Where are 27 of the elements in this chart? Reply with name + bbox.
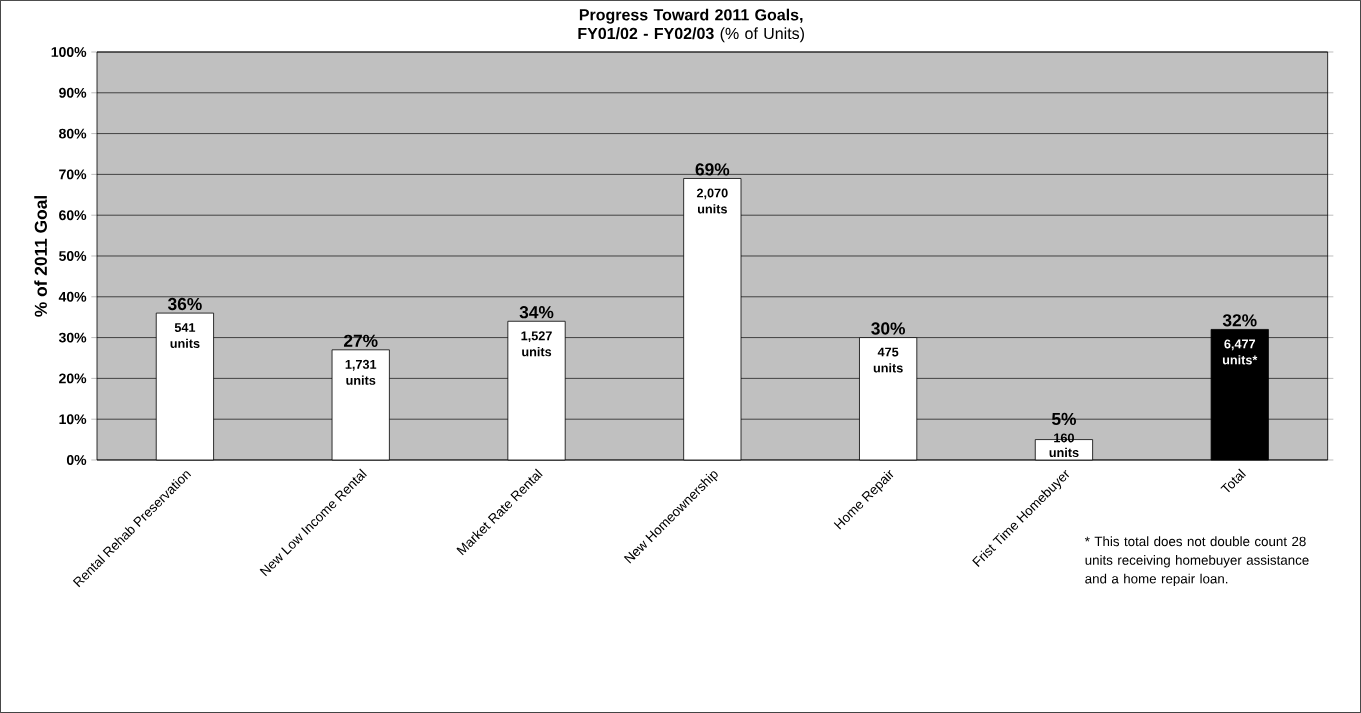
y-tick-label: 40% <box>58 291 87 302</box>
annotation: 1,731 units <box>345 359 377 385</box>
y-axis-title: % of 2011 Goal <box>34 196 47 317</box>
data-label: 36% <box>167 297 202 311</box>
chart-title: Progress Toward 2011 Goals, FY01/02 - FY02/03 (% of Units) <box>578 8 804 43</box>
annotation: 1,527 units <box>521 331 552 357</box>
data-label: 30% <box>871 322 906 335</box>
data-label: 5% <box>1051 412 1077 426</box>
y-tick-label: 60% <box>59 210 87 221</box>
annotation: 6,477 units* <box>1222 339 1258 365</box>
y-tick-label: 80% <box>59 128 87 139</box>
data-label: 32% <box>1222 314 1257 327</box>
y-tick-label: 100% <box>51 47 87 57</box>
y-tick-label: 70% <box>59 169 87 180</box>
data-label: 34% <box>519 306 554 319</box>
y-tick-label: 20% <box>59 373 87 384</box>
y-tick-label: 10% <box>59 414 87 425</box>
y-tick-label: 90% <box>59 87 87 98</box>
y-tick-label: 30% <box>58 332 87 343</box>
y-tick-label: 50% <box>59 251 87 261</box>
y-tick-label: 0% <box>66 455 87 465</box>
annotation: 2,070 units <box>696 188 728 214</box>
annotation: 541 units <box>170 323 200 348</box>
data-label: 69% <box>695 163 730 176</box>
text: * This total does not double count 28 units receiving homebuyer assistance and a home repair loan. <box>1084 536 1309 587</box>
annotation: 475 units <box>873 347 903 373</box>
data-label: 27% <box>343 334 378 347</box>
